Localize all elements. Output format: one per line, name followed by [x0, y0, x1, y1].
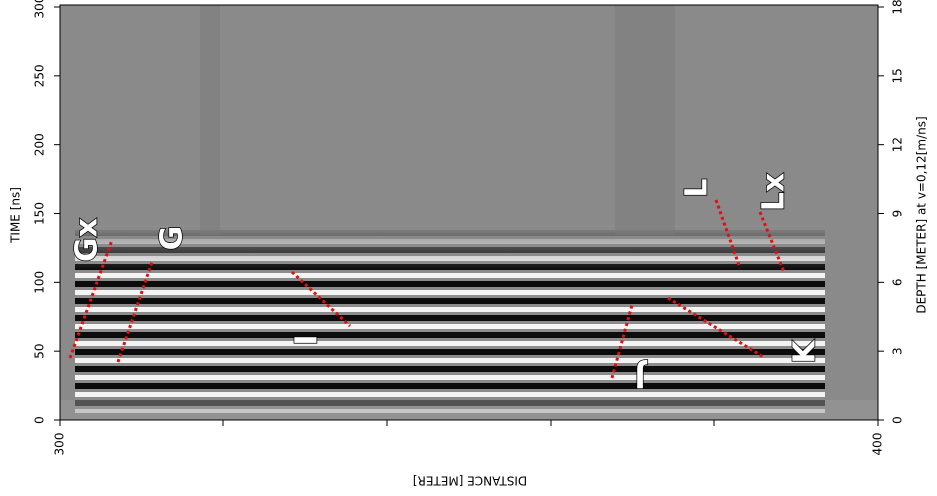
plot-frame	[59, 4, 879, 421]
interpretation-lines	[68, 199, 786, 379]
x-tick-label: 300	[53, 433, 67, 456]
y2-tick-label: 9	[891, 210, 905, 218]
y2-tick-label: 3	[891, 347, 905, 355]
bottom-zone	[60, 400, 878, 420]
x-axis-label: DISTANCE [METER]	[413, 474, 527, 488]
annotation: J	[634, 359, 647, 394]
y2-tick-label: 6	[891, 279, 905, 287]
reflector-line	[714, 199, 742, 269]
y2-tick-label: 18	[891, 0, 905, 15]
reflector-line	[758, 211, 786, 273]
reflector-line	[290, 270, 352, 328]
reflector-line	[667, 296, 766, 360]
y-tick-label: 250	[33, 64, 47, 87]
y2-tick-label: 15	[891, 68, 905, 83]
y-tick-label: 200	[33, 133, 47, 156]
annotation: Gx	[70, 218, 105, 262]
y2-tick-label: 0	[891, 416, 905, 424]
minor-x-ticks	[222, 420, 715, 426]
annotation: Lx	[757, 173, 792, 211]
reflector-line	[68, 239, 114, 359]
y-tick-label: 100	[33, 271, 47, 294]
y-tick-label: 50	[33, 344, 47, 359]
annotation: K	[788, 339, 823, 364]
y-tick-label: 300	[33, 0, 47, 18]
noise-column	[200, 5, 220, 235]
y-tick-label: 150	[33, 202, 47, 225]
noise-column	[615, 5, 675, 235]
reflector-line	[610, 304, 634, 379]
y2-tick-label: 12	[891, 137, 905, 152]
y-tick-label: 0	[33, 416, 47, 424]
radargram	[60, 5, 878, 420]
y2-axis-label: DEPTH [METER] at v=0,12[m/ns]	[915, 116, 929, 313]
y-axis-label: TIME [ns]	[9, 187, 23, 244]
annotation: G	[155, 226, 190, 251]
annotation: I	[290, 334, 325, 345]
annotation: L	[680, 178, 715, 197]
x-tick-label: 400	[871, 433, 885, 456]
